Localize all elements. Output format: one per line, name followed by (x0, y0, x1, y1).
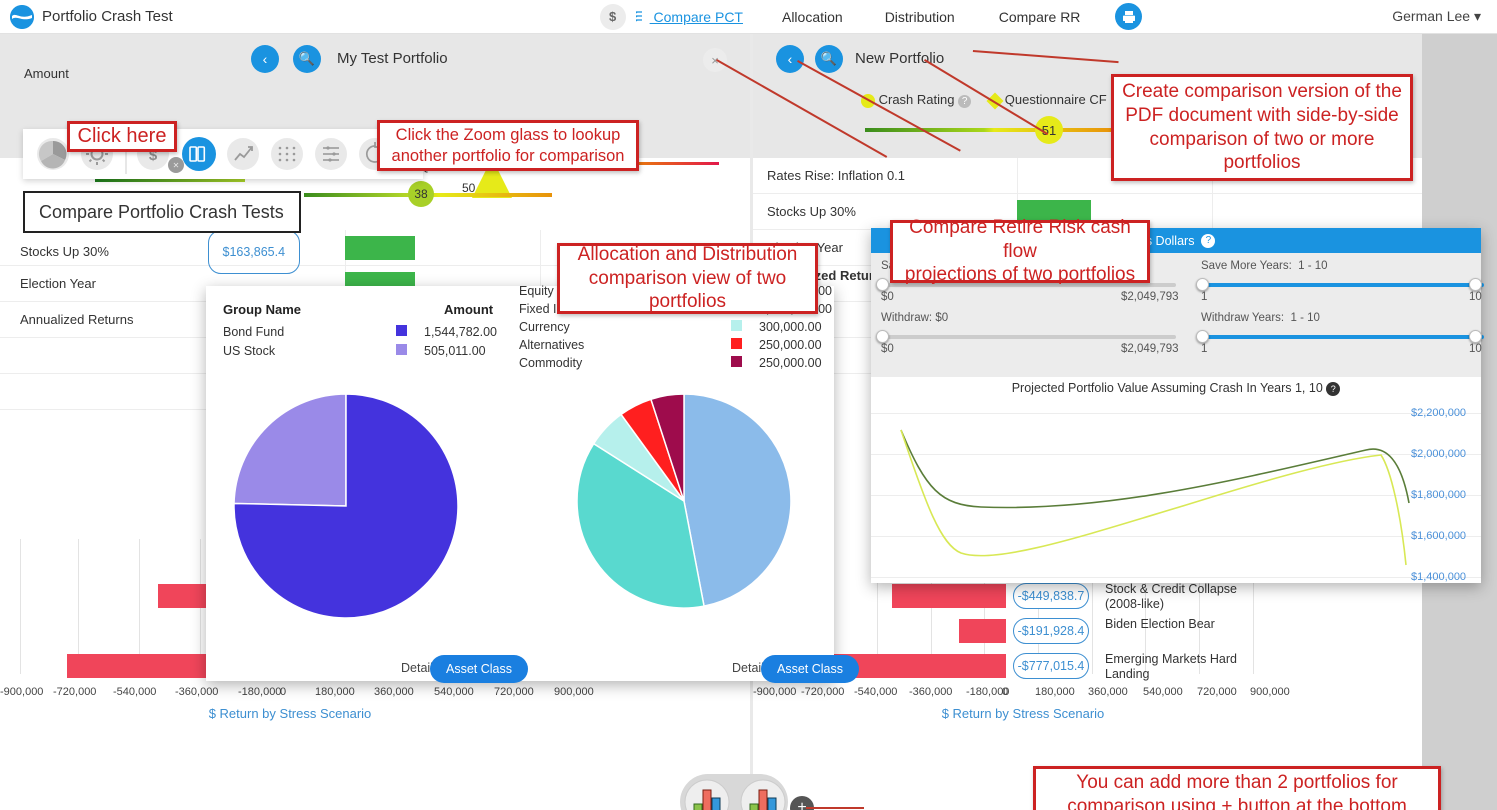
svg-text:✕: ✕ (173, 161, 180, 170)
